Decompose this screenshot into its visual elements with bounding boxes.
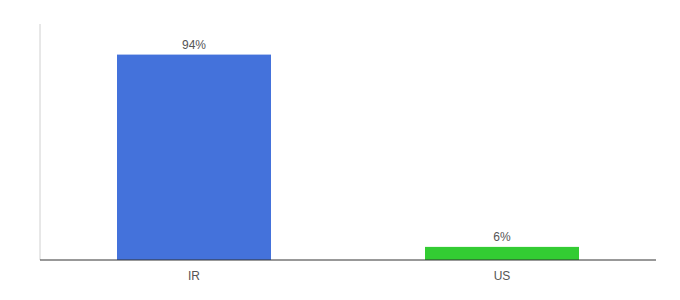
y-axis-line	[40, 24, 41, 260]
chart-container: 94% 6% IR US	[0, 0, 680, 300]
chart-svg: 94% 6% IR US	[0, 0, 680, 300]
bar	[117, 55, 271, 260]
x-axis-line	[40, 260, 656, 261]
x-tick-label: US	[494, 269, 511, 283]
x-tick-label: IR	[188, 269, 200, 283]
bar	[425, 247, 579, 260]
plot-area	[117, 55, 579, 260]
data-label: 6%	[493, 230, 511, 244]
data-label: 94%	[182, 38, 206, 52]
